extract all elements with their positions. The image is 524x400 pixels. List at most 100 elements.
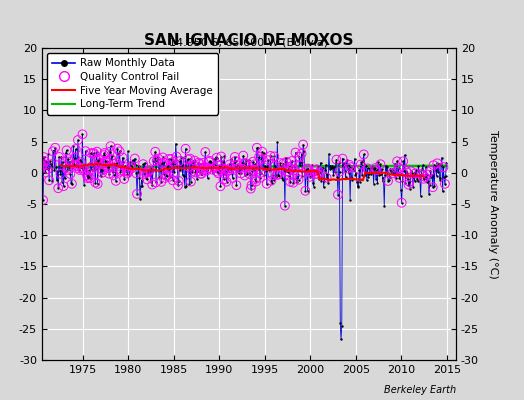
Point <box>422 179 431 186</box>
Point <box>187 178 195 185</box>
Point <box>247 186 255 192</box>
Point <box>268 180 276 186</box>
Point <box>78 131 86 138</box>
Point <box>244 170 252 176</box>
Point <box>116 168 125 175</box>
Point <box>225 161 234 168</box>
Point <box>148 181 157 188</box>
Point <box>40 154 48 160</box>
Point <box>63 167 71 173</box>
Point <box>92 157 100 164</box>
Point <box>344 165 352 172</box>
Point <box>89 150 97 157</box>
Point <box>105 148 114 155</box>
Point <box>407 168 415 174</box>
Point <box>374 159 383 166</box>
Point <box>251 176 259 182</box>
Point <box>363 165 372 172</box>
Point <box>172 153 181 160</box>
Point <box>118 154 127 161</box>
Point <box>247 186 255 192</box>
Point <box>299 141 307 148</box>
Point <box>384 178 392 184</box>
Point <box>133 191 141 197</box>
Point <box>311 171 320 177</box>
Point <box>75 167 84 173</box>
Point <box>381 172 389 178</box>
Point <box>206 166 215 172</box>
Point <box>309 180 317 186</box>
Point <box>156 167 165 174</box>
Point <box>228 175 237 181</box>
Point <box>319 165 327 172</box>
Point <box>314 163 322 170</box>
Point <box>410 170 418 176</box>
Point <box>285 164 293 170</box>
Point <box>234 169 242 175</box>
Point <box>325 151 333 157</box>
Point <box>113 160 121 166</box>
Point <box>312 166 321 172</box>
Point <box>202 167 210 174</box>
Point <box>322 162 330 168</box>
Point <box>277 164 285 170</box>
Point <box>237 160 246 166</box>
Point <box>262 167 270 174</box>
Point <box>174 182 182 188</box>
Point <box>391 160 399 167</box>
Point <box>66 158 74 165</box>
Point <box>351 172 359 178</box>
Point <box>312 166 321 172</box>
Point <box>249 158 257 165</box>
Point <box>403 170 411 176</box>
Point <box>59 183 68 189</box>
Point <box>91 179 100 186</box>
Point <box>210 156 218 162</box>
Point <box>101 158 110 164</box>
Point <box>376 161 385 168</box>
Point <box>166 174 174 180</box>
Point <box>215 162 223 169</box>
Point <box>83 172 91 178</box>
Point <box>222 178 231 185</box>
Point <box>112 178 120 184</box>
Point <box>297 159 305 165</box>
Point <box>414 163 422 169</box>
Point <box>110 172 118 179</box>
Point <box>157 179 166 185</box>
Point <box>324 180 332 186</box>
Point <box>369 180 378 187</box>
Point <box>62 150 70 156</box>
Point <box>88 163 96 169</box>
Point <box>237 170 245 176</box>
Point <box>136 196 144 202</box>
Point <box>186 156 194 162</box>
Point <box>95 156 103 162</box>
Point <box>420 175 429 182</box>
Point <box>411 170 420 176</box>
Point <box>161 175 169 181</box>
Point <box>258 148 266 155</box>
Point <box>290 167 298 173</box>
Point <box>341 167 349 174</box>
Point <box>187 178 195 185</box>
Point <box>366 165 374 172</box>
Point <box>149 158 158 164</box>
Point <box>399 158 407 164</box>
Point <box>127 163 135 170</box>
Point <box>359 151 368 158</box>
Point <box>272 172 281 178</box>
Point <box>356 161 365 168</box>
Point <box>213 168 222 175</box>
Point <box>403 170 411 176</box>
Point <box>92 157 100 164</box>
Point <box>66 171 74 177</box>
Point <box>98 170 106 176</box>
Point <box>293 172 302 178</box>
Point <box>163 163 171 169</box>
Text: 14.950 S, 65.600 W (Bolivia): 14.950 S, 65.600 W (Bolivia) <box>169 37 329 47</box>
Point <box>259 150 268 156</box>
Point <box>201 149 210 155</box>
Point <box>44 151 52 158</box>
Point <box>317 178 325 184</box>
